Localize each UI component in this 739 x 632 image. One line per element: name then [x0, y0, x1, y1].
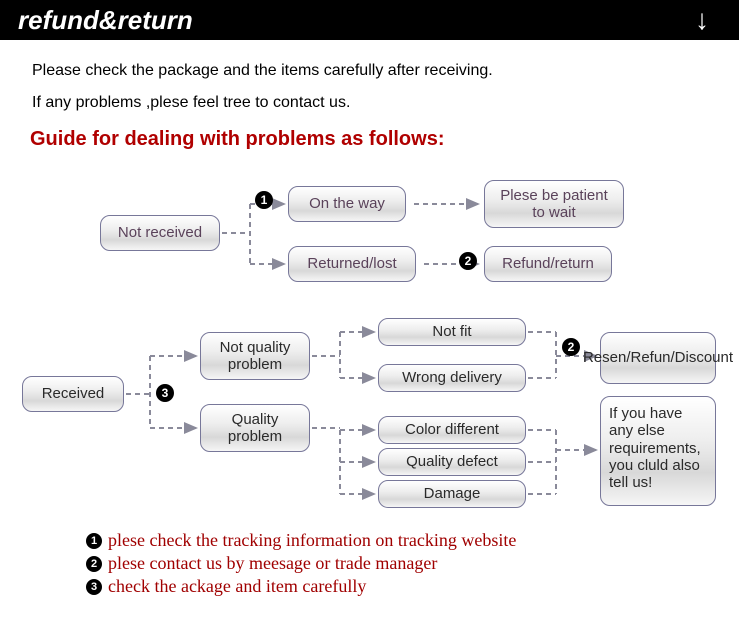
guide-title: Guide for dealing with problems as follo… [0, 126, 739, 151]
node-resen: Resen/Refun/Discount [600, 332, 716, 384]
footnote-2: 2 plese contact us by meesage or trade m… [86, 553, 516, 574]
intro-line-1: Please check the package and the items c… [32, 62, 739, 80]
footnote-1: 1 plese check the tracking information o… [86, 530, 516, 551]
node-plese-patient: Plese be patient to wait [484, 180, 624, 228]
intro-text: Please check the package and the items c… [0, 40, 739, 112]
banner-title: refund&return [18, 5, 193, 36]
down-arrow-icon: ↓ [695, 4, 709, 36]
footnote-text-2: plese contact us by meesage or trade man… [108, 553, 437, 574]
node-not-received: Not received [100, 215, 220, 251]
footnote-badge-1: 1 [86, 533, 102, 549]
footnotes: 1 plese check the tracking information o… [86, 530, 516, 599]
node-returned-lost: Returned/lost [288, 246, 416, 282]
node-quality-defect: Quality defect [378, 448, 526, 476]
badge-b3: 3 [156, 384, 174, 402]
badge-b2: 2 [459, 252, 477, 270]
footnote-badge-2: 2 [86, 556, 102, 572]
node-wrong-delivery: Wrong delivery [378, 364, 526, 392]
footnote-text-3: check the ackage and item carefully [108, 576, 366, 597]
node-refund-return: Refund/return [484, 246, 612, 282]
footnote-text-1: plese check the tracking information on … [108, 530, 516, 551]
node-quality: Quality problem [200, 404, 310, 452]
badge-b4: 2 [562, 338, 580, 356]
intro-line-2: If any problems ,plese feel tree to cont… [32, 94, 739, 112]
node-color-diff: Color different [378, 416, 526, 444]
badge-b1: 1 [255, 191, 273, 209]
node-not-fit: Not fit [378, 318, 526, 346]
banner: refund&return ↓ [0, 0, 739, 40]
node-on-the-way: On the way [288, 186, 406, 222]
footnote-3: 3 check the ackage and item carefully [86, 576, 516, 597]
node-if-you-have: If you have any else requirements, you c… [600, 396, 716, 506]
node-received: Received [22, 376, 124, 412]
footnote-badge-3: 3 [86, 579, 102, 595]
node-not-quality: Not quality problem [200, 332, 310, 380]
node-damage: Damage [378, 480, 526, 508]
